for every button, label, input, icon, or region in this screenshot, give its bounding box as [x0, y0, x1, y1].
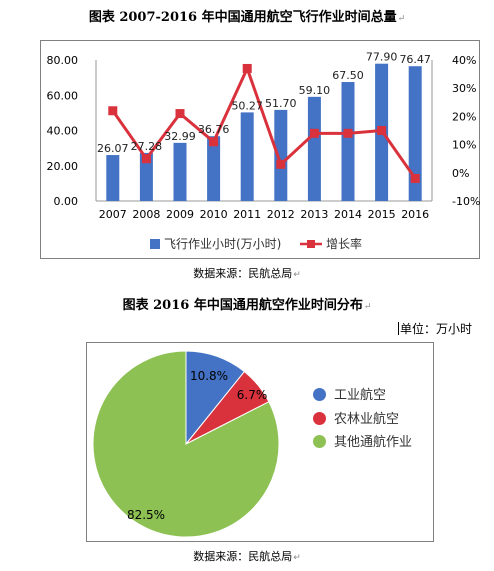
bar-2009: [173, 142, 187, 201]
growth-point-2015: [377, 126, 387, 135]
bar-2012: [274, 109, 288, 201]
legend-industry-label: 工业航空: [334, 388, 387, 403]
legend-industry: 工业航空: [313, 384, 386, 403]
bar-chart-frame: [40, 40, 480, 259]
bar-2014: [341, 82, 355, 201]
y-tick-label: 20.00: [47, 160, 79, 173]
x-tick-label: 2008: [132, 208, 160, 221]
legend-agri-dot: [313, 412, 326, 425]
pie-data-label: 6.7%: [237, 388, 268, 402]
bar-data-label: 26.07: [97, 142, 129, 155]
bar-data-label: 76.47: [399, 53, 431, 66]
growth-line: [111, 64, 417, 180]
bar-data-label: 32.99: [164, 130, 196, 143]
legend-bar-swatch: [150, 239, 160, 249]
bar-data-label: 27.28: [131, 140, 163, 153]
bar-data-label: 77.90: [366, 51, 398, 64]
source-1: 数据来源：民航总局↵: [193, 267, 301, 280]
y2-tick-label: -10%: [452, 195, 480, 208]
bar-data-label: 59.10: [299, 84, 331, 97]
y2-tick-label: 20%: [452, 110, 476, 123]
y2-tick-label: 30%: [452, 82, 476, 95]
legend-other-dot: [313, 435, 326, 448]
y2-tick-label: 40%: [452, 54, 476, 67]
growth-point-2013: [309, 128, 319, 138]
bar-2013: [307, 96, 321, 201]
growth-point-2010: [209, 137, 219, 147]
bar-2016: [408, 66, 422, 202]
legend-bar-label: 飞行作业小时(万小时): [164, 237, 282, 251]
legend-agri-label: 农林业航空: [334, 412, 400, 427]
bar-2010: [207, 136, 221, 201]
growth-point-2007: [108, 106, 118, 116]
pie-data-label: 10.8%: [190, 369, 228, 383]
growth-point-2016: [410, 173, 420, 183]
legend-agri: 农林业航空: [313, 408, 399, 427]
bar-data-label: 36.76: [198, 123, 230, 136]
bar-data-label: 51.70: [265, 97, 297, 110]
bar-data-label: 67.50: [332, 69, 364, 82]
x-tick-label: 2016: [401, 208, 429, 221]
x-tick-label: 2013: [300, 208, 328, 221]
chart2-title: 图表 2016 年中国通用航空作业时间分布↵: [122, 298, 372, 313]
x-tick-label: 2007: [99, 208, 127, 221]
legend-industry-dot: [313, 388, 326, 401]
bar-2007: [106, 155, 120, 201]
pie-slice-3: [92, 350, 280, 538]
y-tick-label: 40.00: [47, 125, 79, 138]
x-tick-label: 2011: [233, 208, 261, 221]
legend-other: 其他通航作业: [313, 431, 412, 450]
bar-2008: [139, 152, 153, 201]
y2-tick-label: 10%: [452, 139, 476, 152]
pie-data-label: 82.5%: [127, 508, 165, 522]
legend-bar: 飞行作业小时(万小时): [150, 235, 281, 252]
y2-tick-label: 0%: [452, 167, 469, 180]
growth-point-2014: [343, 128, 353, 138]
x-tick-label: 2015: [368, 208, 396, 221]
legend-line-swatch: [300, 240, 322, 248]
growth-point-2011: [242, 63, 252, 73]
growth-point-2009: [175, 109, 185, 119]
y-tick-label: 0.00: [54, 195, 79, 208]
y-tick-label: 80.00: [47, 54, 79, 67]
bar-2011: [240, 112, 254, 201]
x-tick-label: 2014: [334, 208, 362, 221]
legend-other-label: 其他通航作业: [334, 435, 413, 450]
x-tick-label: 2012: [267, 208, 295, 221]
y-tick-label: 60.00: [47, 89, 79, 102]
unit-label: 单位：万小时: [398, 322, 473, 336]
chart1-title: 图表 2007-2016 年中国通用航空飞行作业时间总量↵: [88, 10, 406, 25]
legend-line: 增长率: [300, 235, 362, 252]
growth-point-2012: [276, 159, 286, 169]
x-tick-label: 2009: [166, 208, 194, 221]
legend-line-label: 增长率: [326, 237, 363, 251]
x-tick-label: 2010: [200, 208, 228, 221]
bar-data-label: 50.27: [231, 99, 263, 112]
source-2: 数据来源：民航总局↵: [193, 550, 301, 563]
growth-point-2008: [141, 154, 151, 164]
